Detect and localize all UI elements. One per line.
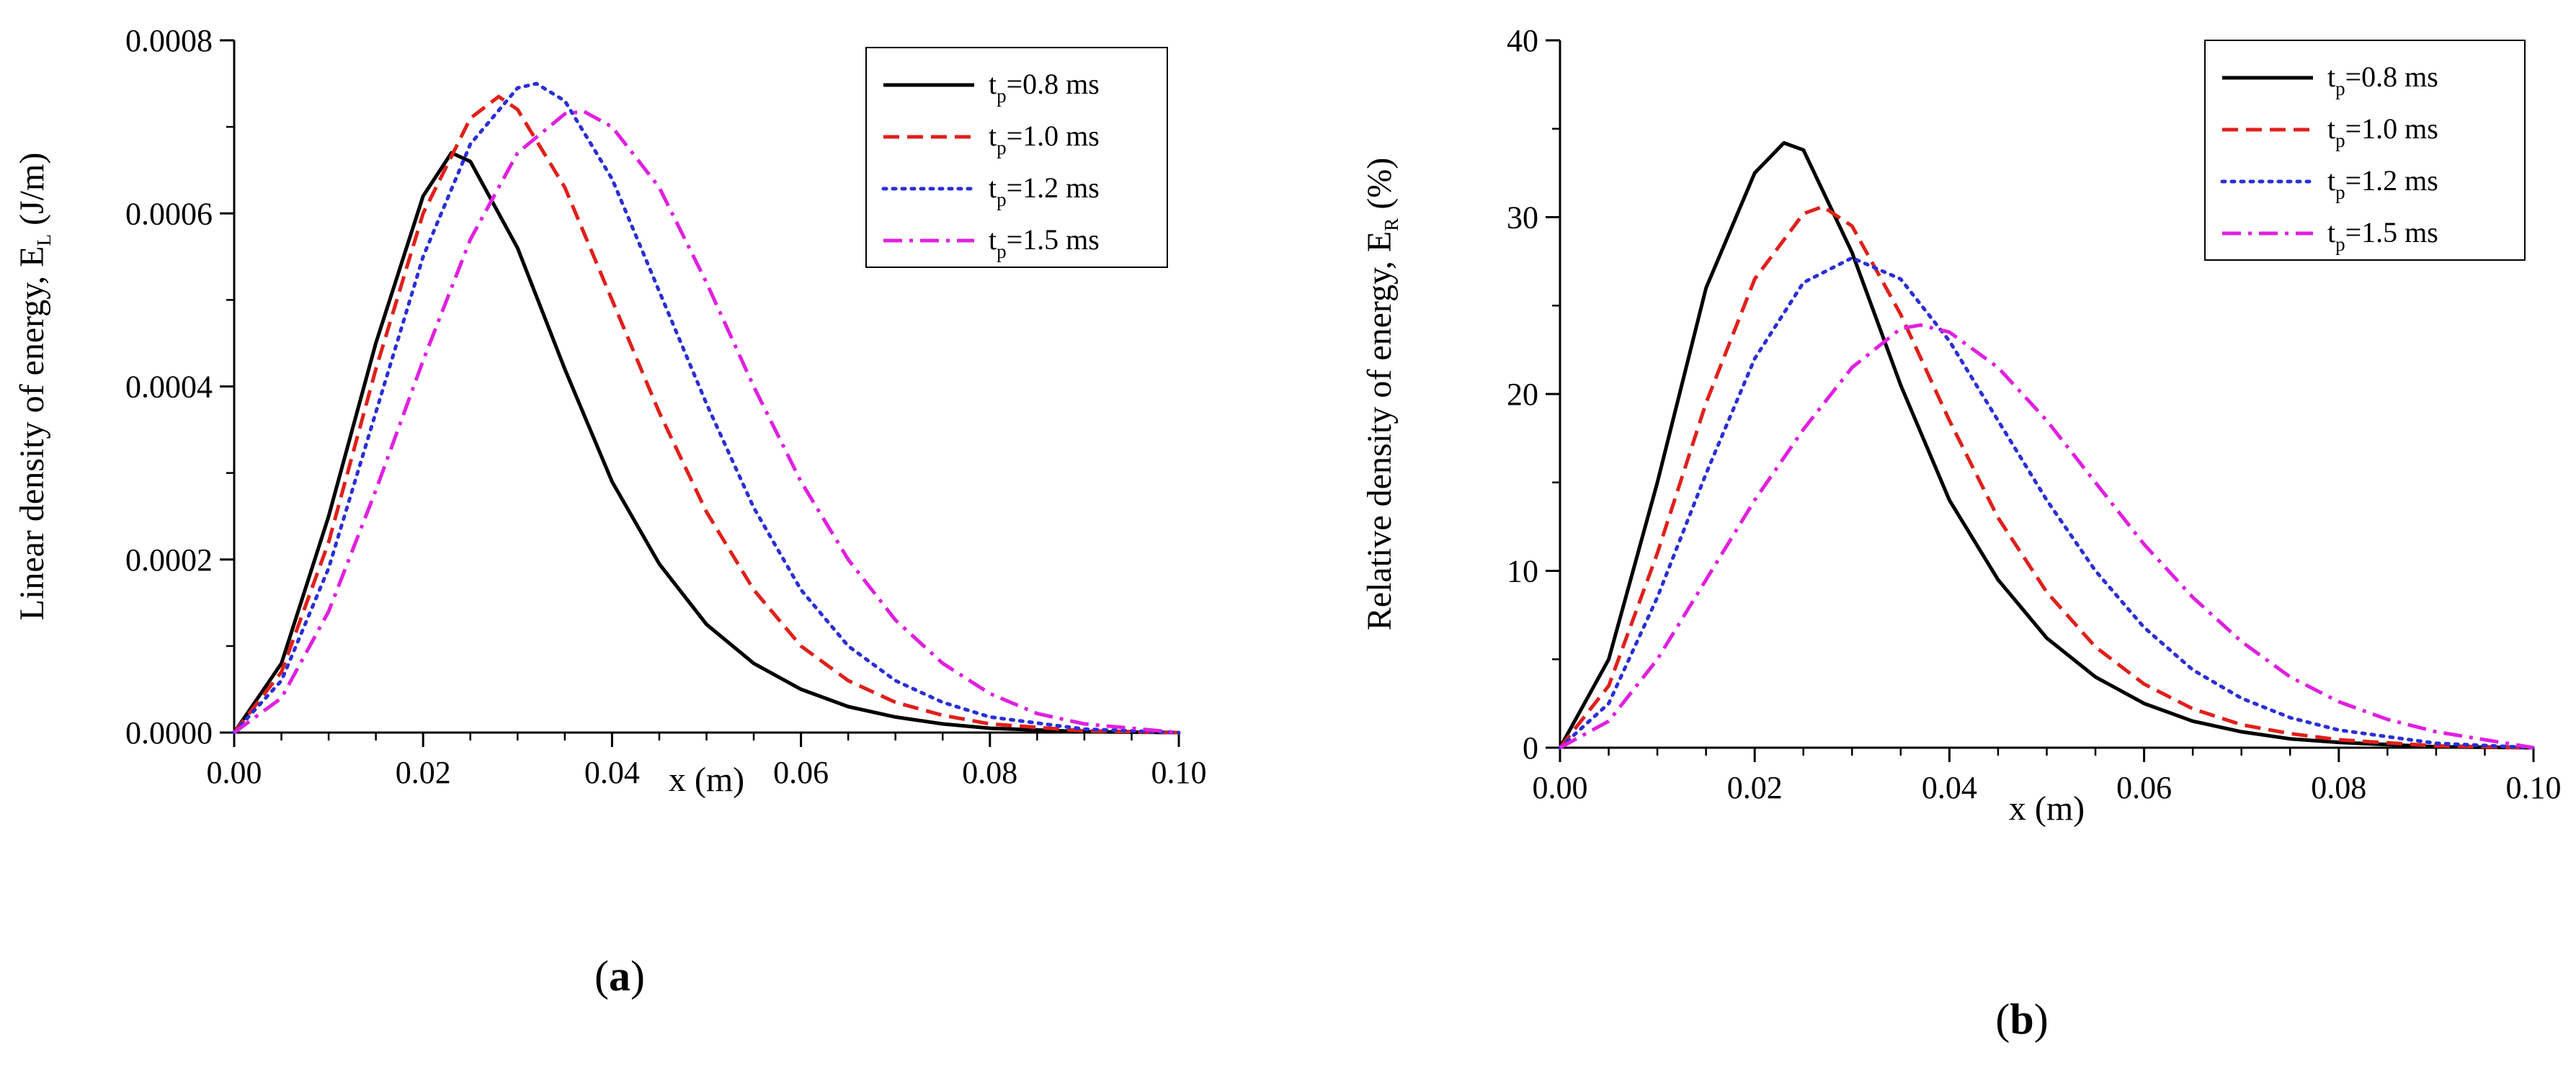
- legend-entry-main: t: [2327, 61, 2335, 93]
- legend-entry-rest: =1.0 ms: [1007, 120, 1100, 152]
- x-tick-label: 0.10: [1151, 755, 1207, 790]
- panel-label: (b): [1995, 995, 2048, 1043]
- x-axis-label: x (m): [2009, 789, 2085, 828]
- legend-entry-main: t: [989, 223, 997, 256]
- legend-entry-main: t: [989, 68, 997, 100]
- y-axis-label-subscript: L: [33, 234, 55, 246]
- y-axis-label-main: Linear density of energy, E: [13, 246, 51, 621]
- y-tick-label: 0: [1523, 730, 1538, 766]
- legend-entry-subscript: p: [997, 241, 1007, 262]
- y-axis-label-unit: (%): [1360, 158, 1399, 218]
- y-tick-label: 0.0008: [125, 23, 213, 58]
- y-tick-label: 0.0006: [125, 196, 213, 231]
- legend-entry-2: tp=1.0 ms: [2327, 112, 2438, 151]
- panel-label-close: ): [630, 952, 645, 1000]
- legend-entry-main: t: [989, 120, 997, 152]
- y-axis-label-main: Relative density of energy, E: [1360, 231, 1399, 631]
- y-tick-label: 20: [1507, 377, 1538, 412]
- legend-entry-rest: =1.2 ms: [1007, 171, 1100, 204]
- x-tick-label: 0.02: [1727, 770, 1783, 805]
- x-tick-label: 0.08: [2311, 770, 2366, 805]
- legend-entry-subscript: p: [997, 85, 1007, 107]
- legend-entry-4: tp=1.5 ms: [989, 223, 1100, 262]
- legend-entry-main: t: [2327, 164, 2335, 197]
- chart-panel-a: 0.00 0.02 0.04 0.06 0.08 0.10 0.0000 0.0002 0.00…: [13, 23, 1207, 1000]
- legend-entry-rest: =0.8 ms: [2345, 61, 2438, 93]
- legend-entry-rest: =1.5 ms: [1007, 223, 1100, 256]
- x-tick-label: 0.06: [2116, 770, 2172, 805]
- x-tick-label: 0.08: [962, 755, 1017, 790]
- legend-entry-rest: =0.8 ms: [1007, 68, 1100, 100]
- panel-label-letter: b: [2010, 995, 2033, 1043]
- legend-entry-2: tp=1.0 ms: [989, 120, 1100, 158]
- x-tick-label: 0.04: [1922, 770, 1977, 805]
- y-axis-label-unit: (J/m): [13, 153, 51, 234]
- legend-entry-3: tp=1.2 ms: [989, 171, 1100, 210]
- y-axis-label-subscript: R: [1381, 218, 1402, 231]
- legend-entry-main: t: [2327, 216, 2335, 249]
- legend-entry-rest: =1.2 ms: [2345, 164, 2438, 197]
- series-line-3: [1558, 256, 2536, 750]
- y-tick-label: 30: [1507, 200, 1538, 236]
- legend-entry-subscript: p: [997, 189, 1007, 210]
- panel-label-close: ): [2034, 995, 2049, 1043]
- legend-entry-3: tp=1.2 ms: [2327, 164, 2438, 203]
- legend-entry-4: tp=1.5 ms: [2327, 216, 2438, 255]
- legend-entry-subscript: p: [2335, 130, 2345, 151]
- legend-entry-main: t: [2327, 112, 2335, 145]
- legend-entry-subscript: p: [2335, 233, 2345, 255]
- x-tick-label: 0.00: [1533, 770, 1588, 805]
- x-tick-label: 0.00: [207, 755, 262, 790]
- x-tick-label: 0.02: [396, 755, 451, 790]
- y-tick-label: 0.0002: [125, 542, 213, 578]
- legend-entry-rest: =1.5 ms: [2345, 216, 2438, 249]
- series-line-1: [1558, 140, 2534, 750]
- legend-entry-subscript: p: [2335, 78, 2345, 99]
- y-tick-label: 0.0000: [125, 715, 213, 751]
- x-tick-label: 0.10: [2506, 770, 2562, 805]
- panel-label-open: (: [594, 952, 609, 1000]
- y-axis-label: Relative density of energy, ER (%): [1360, 158, 1402, 630]
- y-axis-label: Linear density of energy, EL (J/m): [13, 153, 55, 621]
- legend-entry-1: tp=0.8 ms: [2327, 61, 2438, 99]
- x-axis-label: x (m): [669, 761, 744, 799]
- y-tick-label: 10: [1507, 554, 1538, 589]
- legend-entry-1: tp=0.8 ms: [989, 68, 1100, 107]
- panel-label: (a): [594, 952, 645, 1000]
- y-tick-label: 0.0004: [125, 370, 213, 405]
- series-line-1: [232, 151, 1180, 735]
- y-tick-label: 40: [1507, 23, 1538, 58]
- series-line-3: [232, 81, 1181, 735]
- panel-label-open: (: [1995, 995, 2010, 1043]
- legend-entry-subscript: p: [997, 137, 1007, 158]
- series-line-2: [233, 94, 1180, 735]
- x-tick-label: 0.04: [584, 755, 640, 790]
- legend-entry-rest: =1.0 ms: [2345, 112, 2438, 145]
- series-line-2: [1559, 205, 2534, 750]
- series-line-4: [1559, 323, 2534, 750]
- legend-entry-main: t: [989, 171, 997, 204]
- series-line-4: [233, 109, 1180, 735]
- legend-entry-subscript: p: [2335, 182, 2345, 203]
- chart-panel-b: 0.00 0.02 0.04 0.06 0.08 0.10 0 10 20 30 40 x (m) Re…: [1360, 23, 2562, 1043]
- x-tick-label: 0.06: [773, 755, 829, 790]
- panel-label-letter: a: [609, 952, 630, 1000]
